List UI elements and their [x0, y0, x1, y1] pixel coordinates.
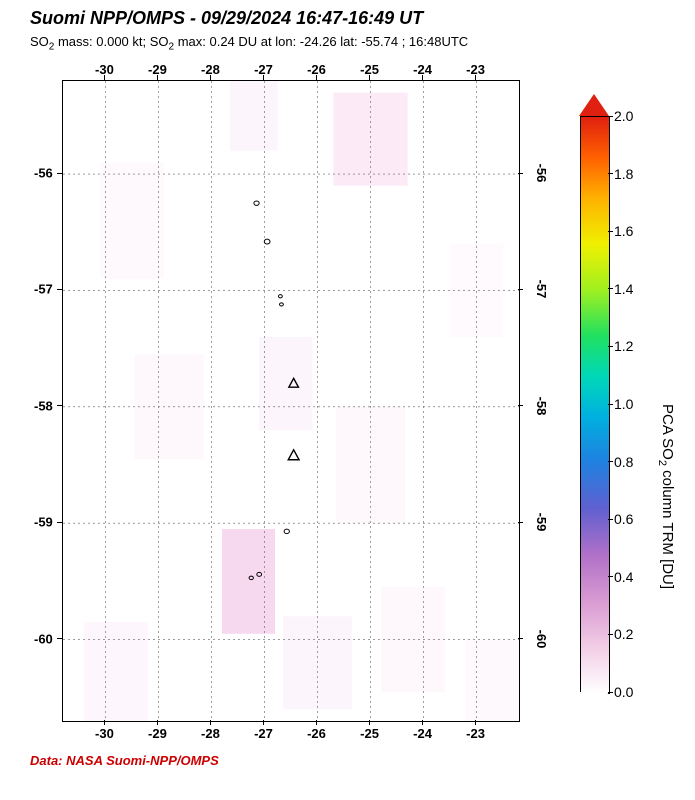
tickmark [210, 75, 211, 80]
ytick-label: -60 [34, 631, 53, 646]
data-patch [381, 587, 445, 692]
colorbar-tickmark [608, 634, 613, 635]
data-patch [259, 337, 312, 430]
xtick-label: -24 [413, 726, 432, 741]
ytick-label: -56 [34, 166, 53, 181]
colorbar-tickmark [608, 576, 613, 577]
xtick-label: -27 [254, 726, 273, 741]
colorbar-tickmark [608, 231, 613, 232]
xtick-label: -23 [466, 726, 485, 741]
tickmark [57, 522, 62, 523]
ytick-label: -59 [34, 515, 53, 530]
tickmark [57, 405, 62, 406]
colorbar-tickmark [608, 116, 613, 117]
data-patch [336, 407, 405, 523]
xtick-label: -25 [360, 726, 379, 741]
volcano-icon [288, 450, 299, 460]
tickmark [57, 289, 62, 290]
data-patch [222, 529, 275, 634]
xtick-label: -29 [148, 726, 167, 741]
colorbar-tick-label: 1.0 [614, 396, 633, 412]
tickmark [369, 720, 370, 725]
colorbar-label: PCA SO2 column TRM [DU] [656, 404, 676, 589]
colorbar-tickmark [608, 461, 613, 462]
colorbar-tickmark [608, 404, 613, 405]
colorbar-tick-label: 1.8 [614, 166, 633, 182]
ytick-label: -57 [34, 282, 53, 297]
colorbar-under-arrow [579, 692, 609, 714]
island-outline [284, 529, 289, 533]
tickmark [104, 75, 105, 80]
tickmark [263, 75, 264, 80]
ytick-label: -58 [534, 396, 549, 415]
colorbar-tick-label: 1.4 [614, 281, 633, 297]
data-patch [84, 622, 148, 721]
tickmark [316, 720, 317, 725]
xtick-label: -28 [201, 726, 220, 741]
colorbar-tick-label: 0.6 [614, 511, 633, 527]
colorbar-tick-label: 1.6 [614, 223, 633, 239]
tickmark [422, 720, 423, 725]
data-patch [100, 162, 164, 278]
ytick-label: -56 [534, 164, 549, 183]
tickmark [518, 173, 523, 174]
colorbar-tickmark [608, 692, 613, 693]
tickmark [475, 75, 476, 80]
ytick-label: -59 [534, 513, 549, 532]
colorbar-tickmark [608, 173, 613, 174]
tickmark [157, 75, 158, 80]
colorbar-tickmark [608, 346, 613, 347]
island-outline [264, 239, 270, 244]
colorbar: 0.00.20.40.60.81.01.21.41.61.82.0 PCA SO… [580, 94, 670, 714]
tickmark [57, 638, 62, 639]
xtick-label: -30 [95, 726, 114, 741]
tickmark [210, 720, 211, 725]
colorbar-tick-label: 0.2 [614, 626, 633, 642]
colorbar-tickmark [608, 288, 613, 289]
data-patch [466, 640, 519, 721]
tickmark [263, 720, 264, 725]
data-credit: Data: NASA Suomi-NPP/OMPS [30, 753, 219, 768]
tickmark [57, 173, 62, 174]
chart-title: Suomi NPP/OMPS - 09/29/2024 16:47-16:49 … [30, 8, 423, 29]
colorbar-tick-label: 0.8 [614, 454, 633, 470]
tickmark [518, 405, 523, 406]
ytick-label: -57 [534, 280, 549, 299]
chart-subtitle: SO2 mass: 0.000 kt; SO2 max: 0.24 DU at … [30, 34, 468, 53]
xtick-label: -26 [307, 726, 326, 741]
tickmark [369, 75, 370, 80]
map-svg [63, 81, 519, 721]
colorbar-tick-label: 2.0 [614, 108, 633, 124]
colorbar-tickmark [608, 519, 613, 520]
tickmark [316, 75, 317, 80]
ytick-label: -58 [34, 398, 53, 413]
tickmark [104, 720, 105, 725]
colorbar-rect [580, 116, 610, 694]
colorbar-tick-label: 0.4 [614, 569, 633, 585]
map-frame [62, 80, 520, 722]
tickmark [518, 638, 523, 639]
tickmark [422, 75, 423, 80]
tickmark [518, 289, 523, 290]
island-outline [254, 201, 259, 205]
data-patch [230, 81, 278, 151]
island-outline [280, 303, 284, 306]
colorbar-tick-label: 0.0 [614, 684, 633, 700]
tickmark [518, 522, 523, 523]
tickmark [157, 720, 158, 725]
island-outline [278, 295, 282, 298]
tickmark [475, 720, 476, 725]
colorbar-over-arrow [579, 94, 609, 116]
ytick-label: -60 [534, 629, 549, 648]
colorbar-tick-label: 1.2 [614, 338, 633, 354]
